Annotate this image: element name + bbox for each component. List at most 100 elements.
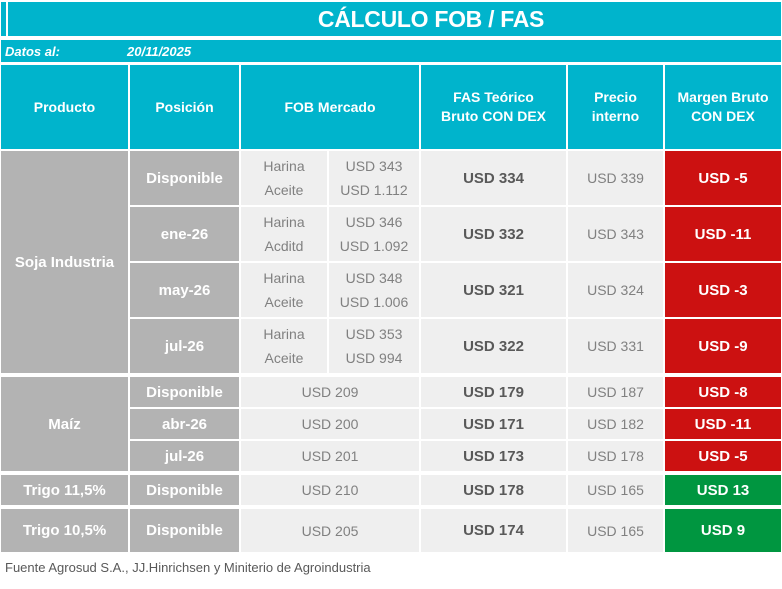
fob-value: USD 1.112	[340, 182, 408, 198]
product-rows: Disponible Harina Aceite USD 343 USD 1.1…	[130, 151, 781, 373]
margen-bruto-cell: USD -3	[665, 263, 781, 317]
fob-value: USD 346	[345, 214, 403, 230]
column-header-fas-teorico: FAS Teórico Bruto CON DEX	[421, 65, 566, 149]
title-band: CÁLCULO FOB / FAS	[1, 2, 781, 36]
precio-interno-cell: USD 182	[568, 409, 663, 439]
fob-label: Harina	[263, 158, 305, 174]
margen-bruto-cell: USD -5	[665, 151, 781, 205]
product-cell: Maíz	[1, 377, 128, 471]
fas-teorico-cell: USD 332	[421, 207, 566, 261]
margen-bruto-cell: USD 13	[665, 475, 781, 505]
fob-label: Aceite	[264, 182, 304, 198]
product-block-maiz: Maíz Disponible USD 209 USD 179 USD 187 …	[1, 377, 781, 471]
fob-labels: Harina Acditd	[241, 207, 327, 261]
posicion-cell: Disponible	[130, 377, 239, 407]
product-rows: Disponible USD 209 USD 179 USD 187 USD -…	[130, 377, 781, 471]
fob-mercado-cell: USD 210	[241, 475, 419, 505]
margen-bruto-cell: USD -11	[665, 207, 781, 261]
posicion-cell: jul-26	[130, 319, 239, 373]
product-cell: Trigo 11,5%	[1, 475, 128, 505]
precio-interno-cell: USD 324	[568, 263, 663, 317]
fas-teorico-cell: USD 173	[421, 441, 566, 471]
precio-interno-cell: USD 331	[568, 319, 663, 373]
fas-teorico-cell: USD 178	[421, 475, 566, 505]
fas-teorico-cell: USD 179	[421, 377, 566, 407]
posicion-cell: Disponible	[130, 509, 239, 552]
posicion-cell: ene-26	[130, 207, 239, 261]
table-row: Disponible USD 210 USD 178 USD 165 USD 1…	[130, 475, 781, 505]
fob-value: USD 1.092	[339, 238, 409, 254]
fob-values: USD 346 USD 1.092	[329, 207, 419, 261]
posicion-cell: Disponible	[130, 151, 239, 205]
posicion-cell: Disponible	[130, 475, 239, 505]
date-value: 20/11/2025	[127, 43, 192, 59]
margen-bruto-cell: USD -5	[665, 441, 781, 471]
fas-teorico-cell: USD 321	[421, 263, 566, 317]
fob-label: Acditd	[264, 238, 304, 254]
fas-teorico-cell: USD 174	[421, 509, 566, 552]
fob-mercado-cell: Harina Aceite USD 353 USD 994	[241, 319, 419, 373]
table-row: Disponible USD 205 USD 174 USD 165 USD 9	[130, 509, 781, 552]
column-header-margen-bruto: Margen Bruto CON DEX	[665, 65, 781, 149]
precio-interno-cell: USD 178	[568, 441, 663, 471]
fob-label: Aceite	[264, 294, 304, 310]
table-row: Disponible USD 209 USD 179 USD 187 USD -…	[130, 377, 781, 407]
date-band: Datos al: 20/11/2025	[1, 40, 781, 62]
product-block-soja-industria: Soja Industria Disponible Harina Aceite …	[1, 151, 781, 373]
table-row: jul-26 Harina Aceite USD 353 USD 994 USD…	[130, 319, 781, 373]
fas-teorico-cell: USD 334	[421, 151, 566, 205]
page-title: CÁLCULO FOB / FAS	[317, 5, 545, 32]
margen-bruto-cell: USD -8	[665, 377, 781, 407]
column-header-precio-interno: Precio interno	[568, 65, 663, 149]
fob-labels: Harina Aceite	[241, 263, 327, 317]
table-header-row: Producto Posición FOB Mercado FAS Teóric…	[1, 65, 781, 149]
table-row: ene-26 Harina Acditd USD 346 USD 1.092 U…	[130, 207, 781, 261]
fas-teorico-cell: USD 322	[421, 319, 566, 373]
fob-mercado-cell: Harina Aceite USD 343 USD 1.112	[241, 151, 419, 205]
table-row: abr-26 USD 200 USD 171 USD 182 USD -11	[130, 409, 781, 439]
precio-interno-cell: USD 339	[568, 151, 663, 205]
column-header-producto: Producto	[1, 65, 128, 149]
source-note: Fuente Agrosud S.A., JJ.Hinrichsen y Min…	[5, 560, 371, 575]
fob-value: USD 994	[345, 350, 403, 366]
product-block-trigo-105: Trigo 10,5% Disponible USD 205 USD 174 U…	[1, 509, 781, 552]
margen-bruto-cell: USD -11	[665, 409, 781, 439]
fob-values: USD 353 USD 994	[329, 319, 419, 373]
column-header-posicion: Posición	[130, 65, 239, 149]
product-cell: Trigo 10,5%	[1, 509, 128, 552]
precio-interno-cell: USD 165	[568, 475, 663, 505]
table-row: Disponible Harina Aceite USD 343 USD 1.1…	[130, 151, 781, 205]
posicion-cell: jul-26	[130, 441, 239, 471]
precio-interno-cell: USD 165	[568, 509, 663, 552]
fob-label: Harina	[263, 326, 305, 342]
fob-label: Harina	[263, 214, 305, 230]
table-row: may-26 Harina Aceite USD 348 USD 1.006 U…	[130, 263, 781, 317]
fob-label: Aceite	[264, 350, 304, 366]
product-rows: Disponible USD 210 USD 178 USD 165 USD 1…	[130, 475, 781, 505]
fob-fas-report: CÁLCULO FOB / FAS Datos al: 20/11/2025 P…	[1, 2, 781, 575]
fob-value: USD 348	[345, 270, 403, 286]
fob-values: USD 343 USD 1.112	[329, 151, 419, 205]
date-label: Datos al:	[5, 43, 60, 59]
product-cell: Soja Industria	[1, 151, 128, 373]
fob-value: USD 353	[345, 326, 403, 342]
margen-bruto-cell: USD -9	[665, 319, 781, 373]
precio-interno-cell: USD 343	[568, 207, 663, 261]
posicion-cell: abr-26	[130, 409, 239, 439]
posicion-cell: may-26	[130, 263, 239, 317]
fob-mercado-cell: USD 200	[241, 409, 419, 439]
product-block-trigo-115: Trigo 11,5% Disponible USD 210 USD 178 U…	[1, 475, 781, 505]
fas-teorico-cell: USD 171	[421, 409, 566, 439]
table-row: jul-26 USD 201 USD 173 USD 178 USD -5	[130, 441, 781, 471]
fob-value: USD 1.006	[339, 294, 409, 310]
precio-interno-cell: USD 187	[568, 377, 663, 407]
fob-labels: Harina Aceite	[241, 151, 327, 205]
fob-mercado-cell: Harina Acditd USD 346 USD 1.092	[241, 207, 419, 261]
fob-labels: Harina Aceite	[241, 319, 327, 373]
product-rows: Disponible USD 205 USD 174 USD 165 USD 9	[130, 509, 781, 552]
column-header-fob-mercado: FOB Mercado	[241, 65, 419, 149]
fob-label: Harina	[263, 270, 305, 286]
fob-values: USD 348 USD 1.006	[329, 263, 419, 317]
fob-value: USD 343	[345, 158, 403, 174]
fob-mercado-cell: USD 201	[241, 441, 419, 471]
